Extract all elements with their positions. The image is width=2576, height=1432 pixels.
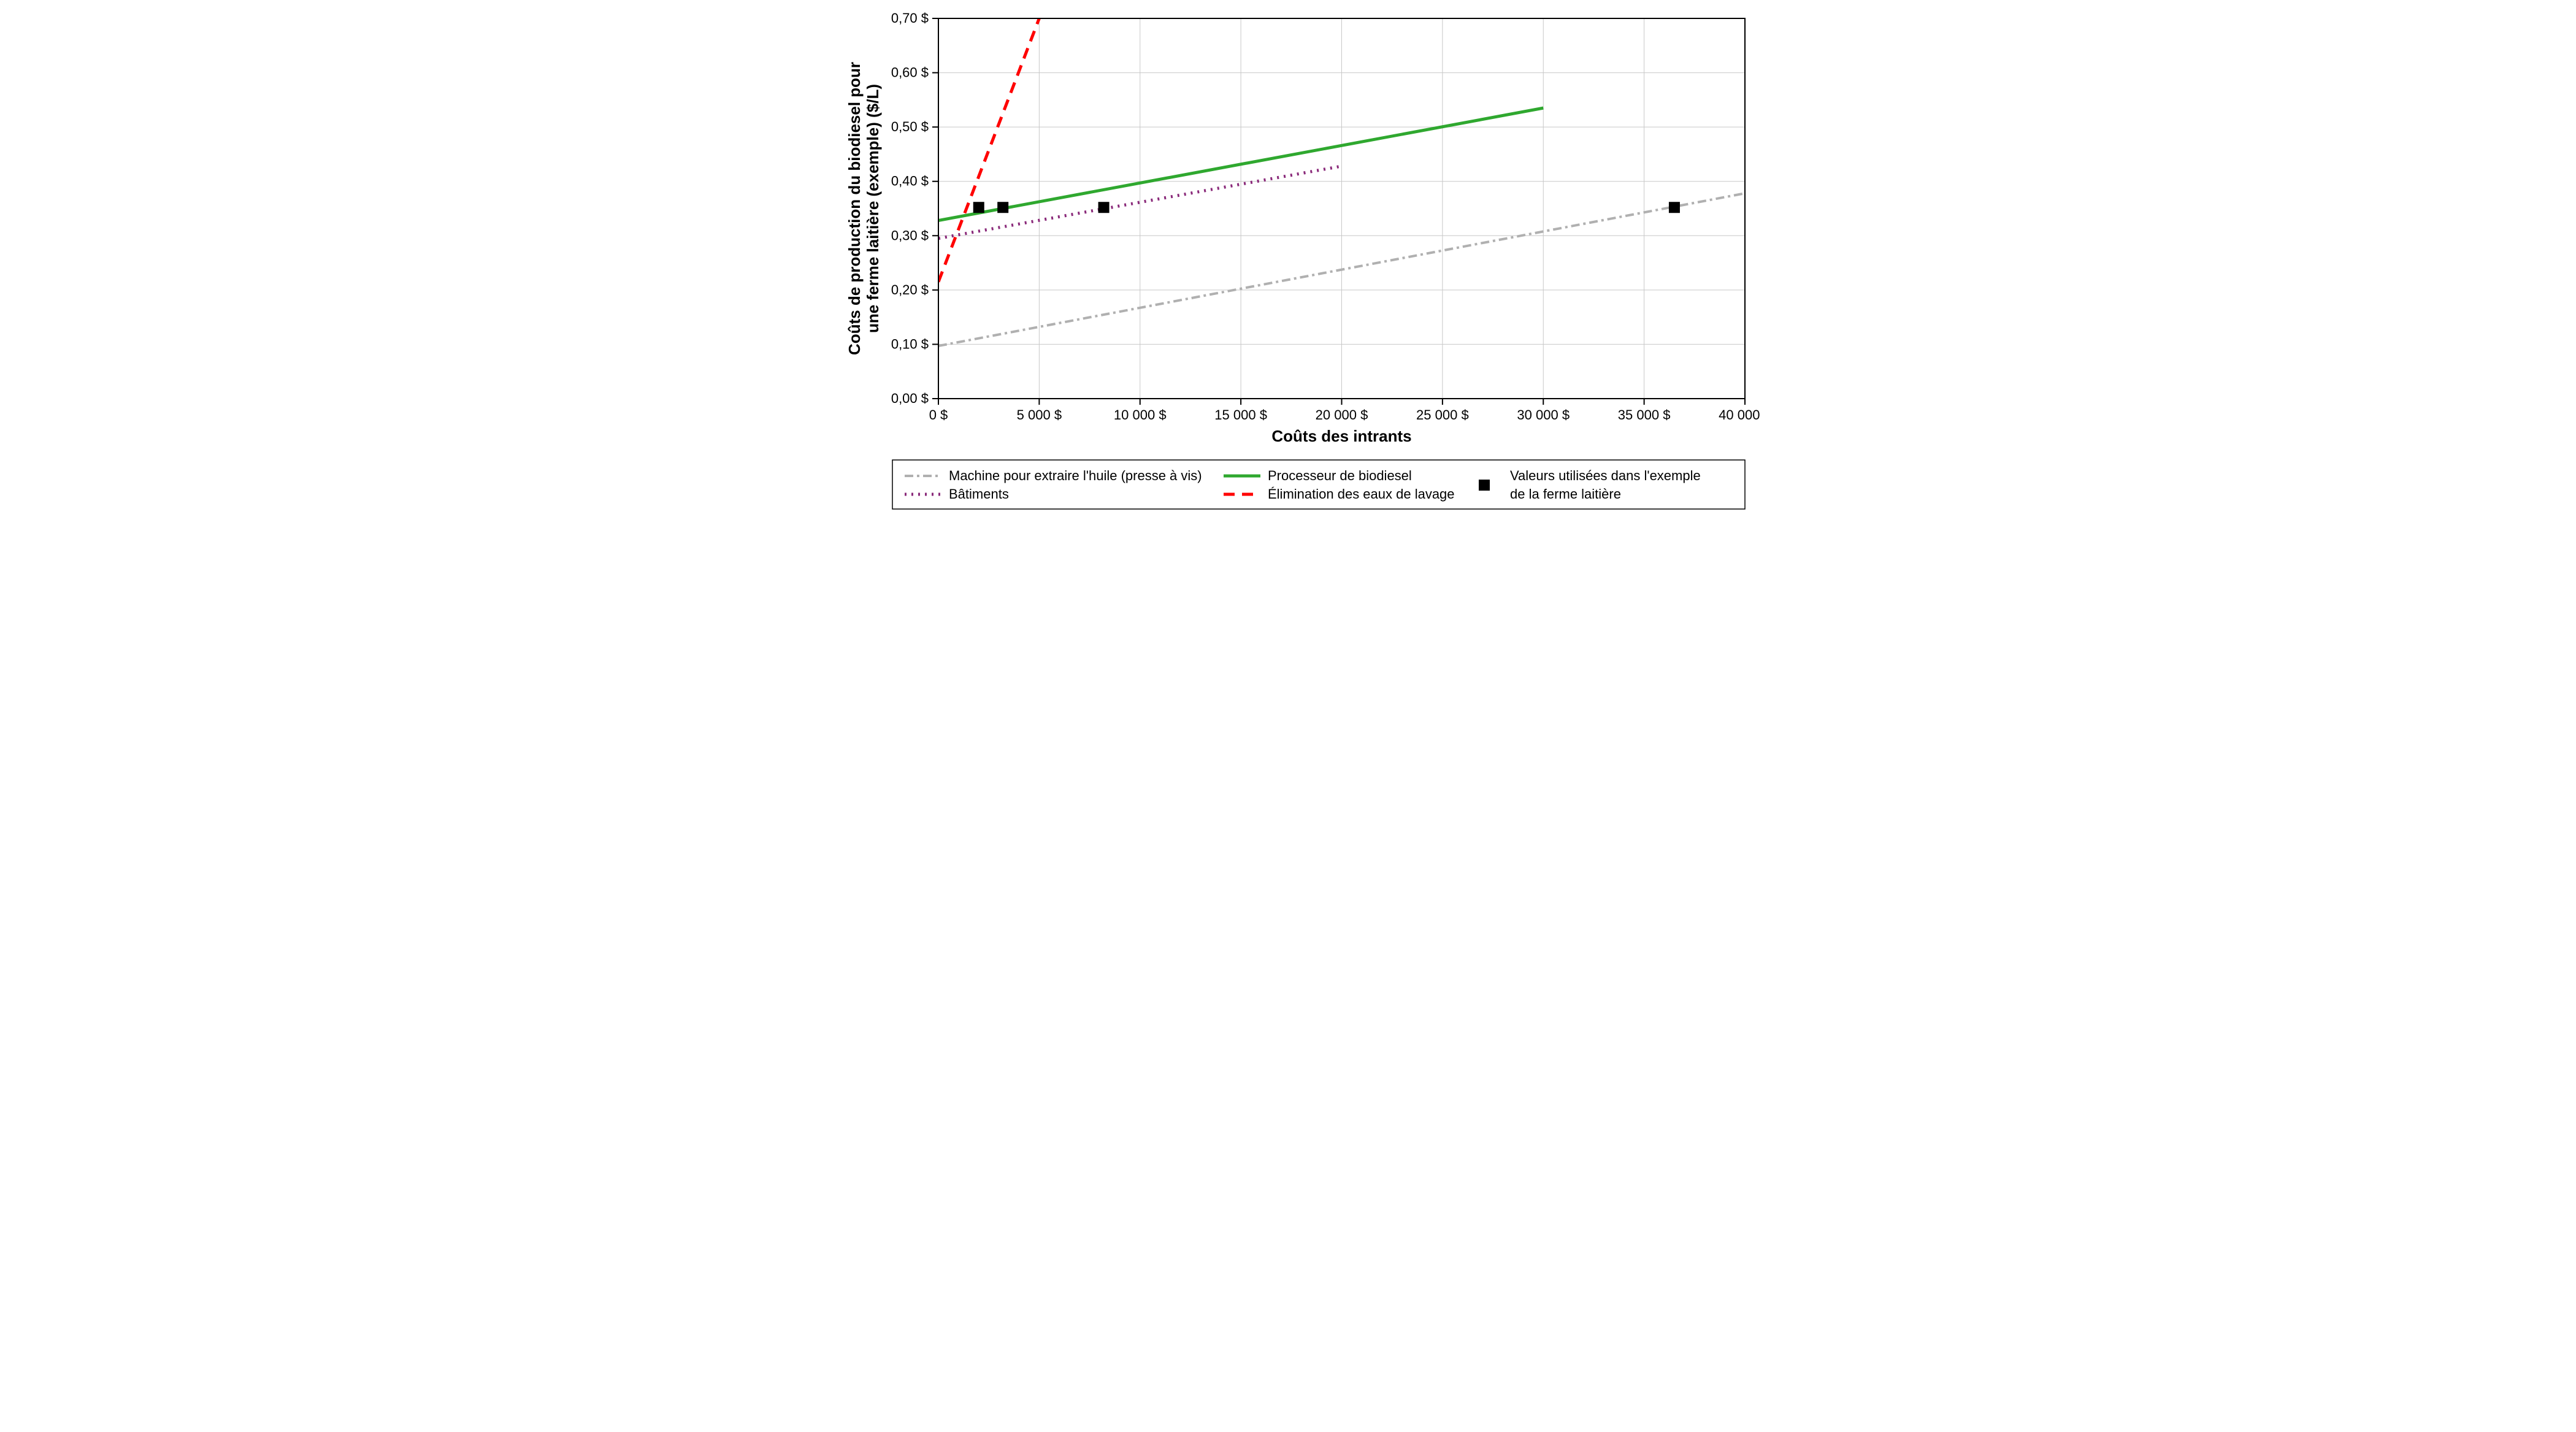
- legend-box: [892, 460, 1745, 509]
- x-tick-label: 0 $: [929, 407, 948, 423]
- x-tick-label: 35 000 $: [1618, 407, 1671, 423]
- x-tick-label: 40 000 $: [1719, 407, 1760, 423]
- marker-point: [1669, 202, 1680, 213]
- x-tick-label: 5 000 $: [1017, 407, 1062, 423]
- y-tick-label: 0,00 $: [891, 391, 929, 406]
- y-tick-label: 0,60 $: [891, 65, 929, 80]
- x-axis-title: Coûts des intrants: [1271, 427, 1411, 445]
- legend-label: Valeurs utilisées dans l'exemple: [1510, 468, 1701, 483]
- y-tick-label: 0,20 $: [891, 282, 929, 297]
- legend-marker-icon: [1479, 480, 1490, 491]
- y-tick-label: 0,70 $: [891, 12, 929, 26]
- x-tick-label: 10 000 $: [1114, 407, 1167, 423]
- svg-text:Coûts de production du biodies: Coûts de production du biodiesel pour: [845, 62, 864, 355]
- y-tick-label: 0,10 $: [891, 336, 929, 351]
- marker-point: [973, 202, 984, 213]
- x-tick-label: 20 000 $: [1316, 407, 1368, 423]
- x-tick-label: 30 000 $: [1517, 407, 1570, 423]
- chart-container: 0 $ 5 000 $ 10 000 $ 15 000 $ 20 000 $ 25 000…: [828, 0, 1748, 534]
- y-tick-label: 0,30 $: [891, 228, 929, 243]
- legend-label: Élimination des eaux de lavage: [1268, 486, 1455, 502]
- marker-point: [1098, 202, 1110, 213]
- legend-label: Machine pour extraire l'huile (presse à …: [949, 468, 1202, 483]
- legend-label: Bâtiments: [949, 486, 1009, 502]
- y-tick-label: 0,40 $: [891, 174, 929, 189]
- y-axis-title: Coûts de production du biodiesel pourune…: [845, 62, 882, 355]
- svg-text:une ferme laitière (exemple) (: une ferme laitière (exemple) ($/L): [864, 84, 882, 333]
- legend-label: Processeur de biodiesel: [1268, 468, 1412, 483]
- y-tick-label: 0,50 $: [891, 119, 929, 134]
- x-tick-label: 15 000 $: [1214, 407, 1267, 423]
- legend-label: de la ferme laitière: [1510, 486, 1621, 502]
- marker-point: [997, 202, 1008, 213]
- x-tick-label: 25 000 $: [1416, 407, 1469, 423]
- biodiesel-cost-chart: 0 $ 5 000 $ 10 000 $ 15 000 $ 20 000 $ 25 000…: [840, 12, 1760, 527]
